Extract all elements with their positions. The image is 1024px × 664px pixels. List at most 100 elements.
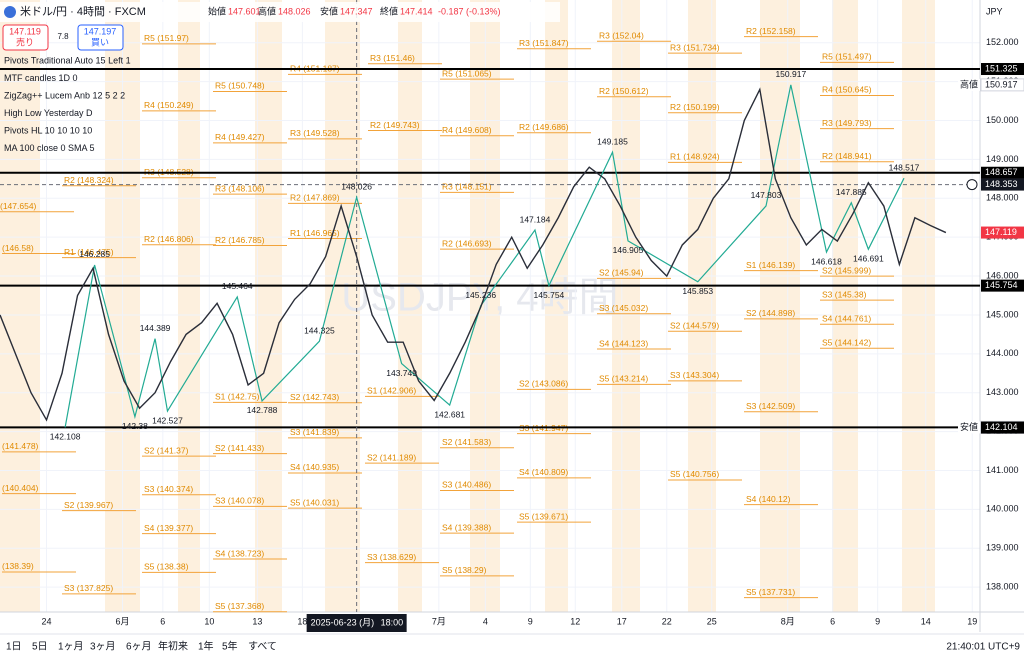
pivot-label: R2 (152.158) [746, 26, 796, 36]
indicator: High Low Yesterday D [4, 108, 93, 118]
pivot-label: R2 (146.806) [144, 234, 194, 244]
y-tick-label: 139.000 [986, 543, 1019, 553]
pivot-label: (141.478) [2, 441, 39, 451]
pivot-label: S2 (145.999) [822, 265, 871, 275]
x-tick-label: 10 [204, 616, 214, 626]
symbol: 米ドル/円 · 4時間 · FXCM [20, 5, 146, 18]
pivot-label: S5 (137.731) [746, 587, 795, 597]
session-band [902, 0, 935, 612]
pivot-label: R3 (149.528) [290, 128, 340, 138]
range-button[interactable]: 5年 [222, 640, 238, 653]
pivot-label: S5 (139.671) [519, 511, 568, 521]
range-button[interactable]: 1ヶ月 [58, 641, 84, 653]
price-tag-label: 148.657 [985, 167, 1018, 177]
range-button[interactable]: 5日 [32, 642, 48, 653]
pivot-label: R2 (147.869) [290, 193, 340, 203]
pivot-label: S2 (141.37) [144, 445, 189, 455]
y-tick-label: 150.000 [986, 115, 1019, 125]
pivot-label: S3 (140.374) [144, 484, 193, 494]
zigzag-label: 146.285 [79, 249, 110, 259]
price-line [0, 87, 947, 422]
pivot-label: R4 (149.427) [215, 132, 265, 142]
price-tag-name-bg [958, 421, 980, 434]
pivot-label: S3 (141.839) [290, 427, 339, 437]
price-tag [981, 166, 1024, 179]
range-button[interactable]: 3ヶ月 [90, 641, 116, 653]
y-tick-label: 149.000 [986, 154, 1019, 164]
price-tag-name: 高値 [960, 78, 978, 89]
zigzag-label: 148.026 [341, 182, 372, 192]
y-tick-label: 140.000 [986, 504, 1019, 514]
zigzag-label: 142.527 [152, 415, 183, 425]
indicator: ZigZag++ Lucem Anb 12 5 2 2 [4, 90, 125, 100]
x-tick-label: 6月 [115, 616, 129, 626]
y-tick-label: 144.000 [986, 348, 1019, 358]
pivot-label: R3 (152.04) [599, 30, 644, 40]
y-tick-label: 143.000 [986, 387, 1019, 397]
x-tick-label: 19 [967, 616, 977, 626]
pivot-label: (146.58) [2, 243, 34, 253]
session-band [325, 0, 360, 612]
clock: 21:40:01 UTC+9 [946, 642, 1020, 653]
buy-price: 147.197 [84, 26, 117, 36]
pivot-label: R3 (149.793) [822, 118, 872, 128]
session-band [255, 0, 282, 612]
zigzag-label: 148.517 [889, 162, 920, 172]
ohlc-name: 安値 [320, 5, 338, 16]
zigzag-label: 147.885 [836, 187, 867, 197]
pivot-label: S3 (145.032) [599, 303, 648, 313]
crosshair-time: 18:00 [381, 617, 404, 627]
pivot-label: S2 (141.433) [215, 443, 264, 453]
pivot-label: S4 (139.377) [144, 523, 193, 533]
ohlc-name: 終値 [380, 5, 398, 16]
crosshair-box [306, 614, 407, 632]
zigzag-label: 142.108 [50, 432, 81, 442]
pivot-label: S3 (138.629) [367, 552, 416, 562]
range-button[interactable]: すべて [248, 641, 277, 653]
session-band [832, 0, 858, 612]
pivot-label: S2 (144.898) [746, 308, 795, 318]
pivot-label: R2 (150.199) [670, 102, 720, 112]
x-tick-label: 8月 [781, 616, 795, 626]
x-tick-label: 14 [921, 616, 931, 626]
range-button[interactable]: 1年 [198, 640, 214, 653]
price-tag-label: 148.353 [985, 179, 1018, 189]
range-button[interactable]: 6ヶ月 [126, 641, 152, 653]
price-tag-label: 145.754 [985, 280, 1018, 290]
pivot-label: R4 (150.249) [144, 100, 194, 110]
x-tick-label: 22 [662, 616, 672, 626]
pivot-label: R5 (151.065) [442, 68, 492, 78]
pivot-label: (140.404) [2, 483, 39, 493]
price-tag-name-bg [958, 78, 980, 91]
pivot-label: R3 (151.46) [370, 53, 415, 63]
price-tag-label: 150.917 [985, 79, 1018, 89]
buy-box [77, 24, 124, 51]
sell-box [2, 24, 49, 51]
pivot-label: S1 (142.906) [367, 386, 416, 396]
range-button[interactable]: 1日 [6, 642, 22, 653]
pivot-label: S2 (141.583) [442, 437, 491, 447]
ohlc-value: 147.414 [400, 6, 433, 16]
pivot-label: R3 (148.106) [215, 183, 265, 193]
zigzag-label: 146.905 [613, 245, 644, 255]
x-tick-label: 6 [830, 616, 835, 626]
pivot-label: R1 (146.965) [290, 228, 340, 238]
price-tag-name: 安値 [960, 421, 978, 432]
currency: JPY [986, 6, 1003, 16]
pivot-label: S5 (140.031) [290, 497, 339, 507]
pivot-label: R2 (150.612) [599, 86, 649, 96]
pivot-label: S2 (144.579) [670, 321, 719, 331]
range-button[interactable]: 年初来 [158, 640, 188, 653]
zigzag-label: 142.788 [247, 405, 278, 415]
zigzag-label: 142.681 [434, 409, 465, 419]
pivot-label: S5 (144.142) [822, 338, 871, 348]
x-tick-label: 7月 [432, 616, 446, 626]
pivot-label: R2 (148.941) [822, 151, 872, 161]
pivot-label: S3 (143.304) [670, 370, 719, 380]
pivot-label: S4 (144.761) [822, 313, 871, 323]
x-tick-label: 9 [528, 616, 533, 626]
ohlc-name: 始値 [208, 5, 226, 16]
zigzag-label: 145.853 [682, 286, 713, 296]
